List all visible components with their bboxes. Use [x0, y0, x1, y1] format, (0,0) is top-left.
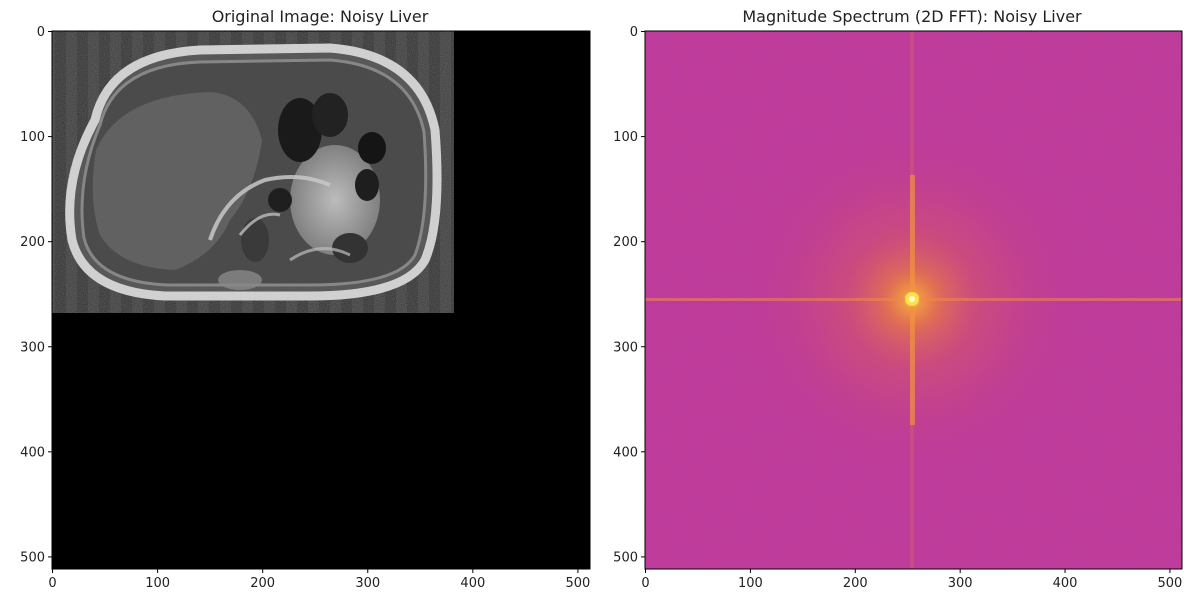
- right-y-tick-label: 300: [613, 340, 638, 355]
- left-y-tick-label: 0: [37, 25, 45, 40]
- left-y-tick-label: 200: [20, 235, 45, 250]
- right-x-tick-label: 300: [948, 576, 973, 591]
- left-panel-title: Original Image: Noisy Liver: [212, 7, 429, 26]
- original-image: [52, 31, 590, 569]
- left-x-tick-label: 300: [355, 576, 380, 591]
- right-x-tick-label: 200: [843, 576, 868, 591]
- right-x-tick-label: 0: [641, 576, 649, 591]
- right-panel-title: Magnitude Spectrum (2D FFT): Noisy Liver: [742, 7, 1082, 26]
- mri-slice: [52, 31, 454, 313]
- left-axes-frame: [51, 30, 591, 570]
- left-y-axis: 0 100 200 300 400 500: [20, 25, 52, 565]
- left-x-tick-label: 200: [250, 576, 275, 591]
- left-x-tick-label: 100: [145, 576, 170, 591]
- right-axes-frame: [644, 30, 1183, 570]
- left-x-axis: 0 100 200 300 400 500: [48, 569, 590, 591]
- left-x-tick-label: 400: [460, 576, 485, 591]
- right-x-tick-label: 500: [1158, 576, 1183, 591]
- left-x-tick-label: 0: [48, 576, 56, 591]
- fft-spectrum-panel: Magnitude Spectrum (2D FFT): Noisy Liver…: [613, 7, 1183, 591]
- right-x-tick-label: 100: [738, 576, 763, 591]
- original-image-panel: Original Image: Noisy Liver: [20, 7, 591, 591]
- right-x-tick-label: 400: [1053, 576, 1078, 591]
- right-y-tick-label: 400: [613, 445, 638, 460]
- left-y-tick-label: 500: [20, 550, 45, 565]
- left-y-tick-label: 400: [20, 445, 45, 460]
- right-x-axis: 0 100 200 300 400 500: [641, 569, 1182, 591]
- right-y-tick-label: 200: [613, 235, 638, 250]
- left-x-tick-label: 500: [566, 576, 591, 591]
- right-y-axis: 0 100 200 300 400 500: [613, 25, 645, 565]
- left-y-tick-label: 300: [20, 340, 45, 355]
- right-y-tick-label: 500: [613, 550, 638, 565]
- right-y-tick-label: 0: [630, 25, 638, 40]
- left-y-tick-label: 100: [20, 130, 45, 145]
- right-y-tick-label: 100: [613, 130, 638, 145]
- fft-spectrum-image: [645, 31, 1182, 569]
